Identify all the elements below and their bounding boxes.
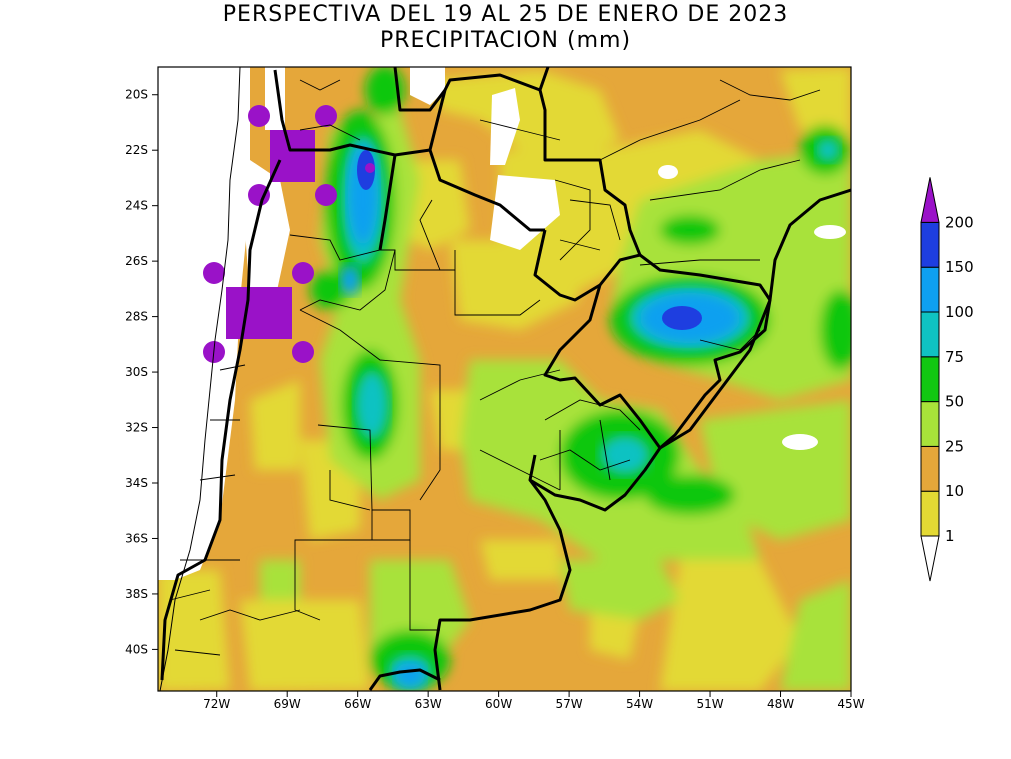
map-frame	[157, 66, 852, 692]
lat-tick-label: 20S	[125, 88, 148, 102]
latitude-axis: 20S 22S 24S 26S 28S 30S 32S 34S 36S 38S 40S	[125, 88, 158, 656]
province-borders	[169, 79, 821, 656]
lat-tick-label: 36S	[125, 531, 148, 545]
lat-tick-label: 38S	[125, 587, 148, 601]
lat-tick-label: 28S	[125, 310, 148, 324]
lon-tick-label: 51W	[696, 697, 723, 711]
colorbar-label: 10	[945, 482, 964, 500]
colorbar-label: 150	[945, 258, 974, 276]
lon-tick-label: 63W	[415, 697, 442, 711]
map-subtitle: PRECIPITACION (mm)	[379, 28, 632, 53]
colorbar-label: 25	[945, 437, 964, 455]
colorbar-segment	[920, 221, 940, 268]
lon-tick-label: 69W	[274, 697, 301, 711]
colorbar-segment	[920, 490, 940, 537]
colorbar-segment	[920, 311, 940, 358]
colorbar-label: 75	[945, 348, 964, 366]
map-title: PERSPECTIVA DEL 19 AL 25 DE ENERO DE 202…	[222, 2, 789, 27]
country-borders	[160, 67, 851, 691]
lat-tick-label: 34S	[125, 476, 148, 490]
colorbar-segment	[920, 445, 940, 492]
lon-tick-label: 72W	[203, 697, 230, 711]
colorbar-label: 100	[945, 303, 974, 321]
lat-tick-label: 30S	[125, 365, 148, 379]
colorbar-segment	[920, 266, 940, 313]
lon-tick-label: 54W	[626, 697, 653, 711]
colorbar-segment	[920, 401, 940, 447]
lat-tick-label: 26S	[125, 254, 148, 268]
lat-tick-label: 22S	[125, 143, 148, 157]
lon-tick-label: 66W	[344, 697, 371, 711]
lon-tick-label: 45W	[837, 697, 864, 711]
colorbar-bottom-arrow	[920, 535, 940, 582]
colorbar-top-arrow	[920, 177, 940, 223]
lat-tick-label: 24S	[125, 199, 148, 213]
lon-tick-label: 57W	[556, 697, 583, 711]
colorbar-segment	[920, 356, 940, 403]
lat-tick-label: 32S	[125, 421, 148, 435]
colorbar-label: 200	[945, 213, 974, 231]
precipitation-field	[158, 67, 851, 691]
colorbar-legend: 1 10 25 50 75 100 150 200	[920, 177, 974, 582]
colorbar-label: 50	[945, 393, 964, 411]
lat-tick-label: 40S	[125, 642, 148, 656]
longitude-axis: 72W 69W 66W 63W 60W 57W 54W 51W 48W 45W	[203, 691, 865, 711]
colorbar-label: 1	[945, 527, 955, 545]
lon-tick-label: 48W	[767, 697, 794, 711]
lon-tick-label: 60W	[485, 697, 512, 711]
